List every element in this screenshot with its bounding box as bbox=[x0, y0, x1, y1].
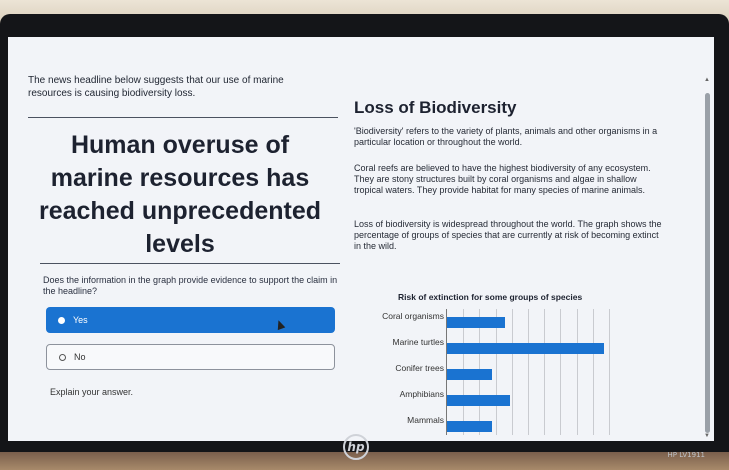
hp-logo: hp bbox=[343, 434, 369, 460]
info-paragraph: Coral reefs are believed to have the hig… bbox=[354, 163, 651, 195]
question-text: Does the information in the graph provid… bbox=[43, 275, 338, 296]
scroll-up-icon[interactable]: ▲ bbox=[704, 77, 710, 83]
chart-gridline bbox=[512, 309, 513, 435]
chart-gridline bbox=[544, 309, 545, 435]
screen: The news headline below suggests that ou… bbox=[8, 37, 714, 441]
chart-gridline bbox=[496, 309, 497, 435]
headline-line: Human overuse of bbox=[70, 131, 290, 159]
headline-line: levels bbox=[145, 230, 215, 258]
question-prompt: The news headline below suggests that ou… bbox=[28, 75, 284, 99]
chart-gridline bbox=[609, 309, 610, 435]
option-label: Yes bbox=[73, 315, 88, 325]
chart-category-label: Marine turtles bbox=[392, 337, 445, 347]
divider-bottom bbox=[40, 263, 340, 264]
chart-gridline bbox=[528, 309, 529, 435]
radio-unselected-icon[interactable] bbox=[59, 353, 66, 361]
option-yes[interactable]: Yes bbox=[46, 307, 335, 333]
info-title: Loss of Biodiversity bbox=[354, 98, 517, 117]
scrollbar-thumb[interactable] bbox=[705, 93, 710, 433]
chart-title: Risk of extinction for some groups of sp… bbox=[398, 292, 583, 302]
radio-selected-icon[interactable] bbox=[58, 316, 65, 324]
chart-gridline bbox=[593, 309, 594, 435]
headline-line: reached unprecedented bbox=[38, 197, 322, 225]
headline-line: marine resources has bbox=[50, 164, 310, 192]
desk-surface bbox=[0, 452, 729, 470]
option-no[interactable]: No bbox=[46, 344, 335, 370]
chart-category-label: Amphibians bbox=[399, 389, 444, 399]
chart-bar bbox=[447, 343, 604, 354]
chart-bar bbox=[447, 369, 492, 380]
chart-gridline bbox=[560, 309, 561, 435]
chart-gridline bbox=[577, 309, 578, 435]
chart-category-label: Conifer trees bbox=[395, 363, 444, 373]
chart-plot-area bbox=[446, 309, 617, 435]
monitor-model-label: HP LV1911 bbox=[667, 451, 705, 459]
info-paragraph: 'Biodiversity' refers to the variety of … bbox=[354, 126, 658, 147]
chart-category-label: Coral organisms bbox=[382, 311, 444, 321]
chart-bar bbox=[447, 317, 505, 328]
info-paragraph: Loss of biodiversity is widespread throu… bbox=[354, 219, 662, 251]
explain-label: Explain your answer. bbox=[50, 387, 134, 397]
scroll-down-icon[interactable]: ▼ bbox=[704, 433, 710, 439]
chart-bar bbox=[447, 395, 510, 406]
chart-bar bbox=[447, 421, 492, 432]
divider-top bbox=[28, 117, 338, 118]
chart-category-label: Mammals bbox=[407, 415, 444, 425]
news-headline: Human overuse of marine resources has re… bbox=[30, 129, 330, 261]
option-label: No bbox=[74, 352, 86, 362]
